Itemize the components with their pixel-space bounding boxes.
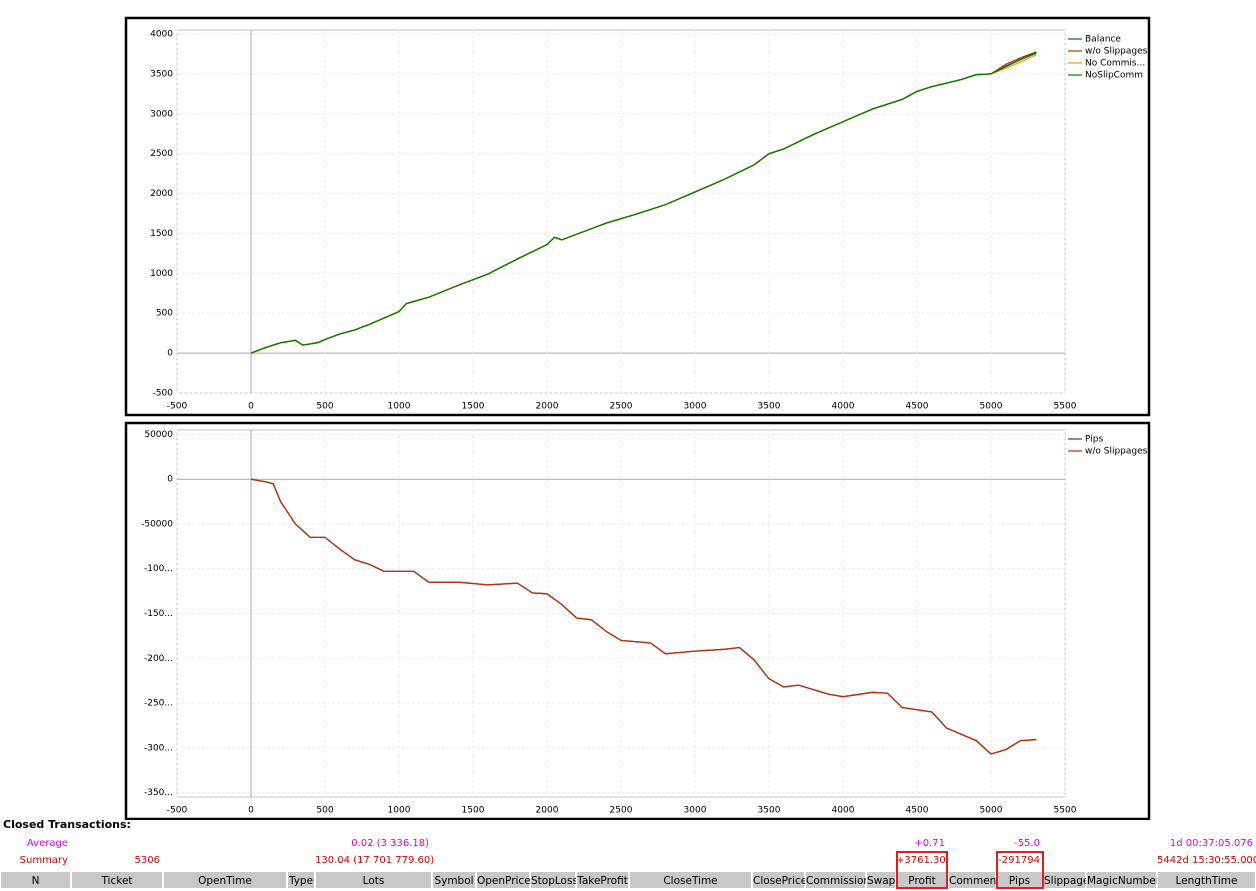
y-tick-label: -150... <box>144 609 173 619</box>
column-header: Commission <box>805 871 870 889</box>
table-cell: 130.04 (17 701 779.60) <box>315 855 435 866</box>
y-tick-label: 2500 <box>150 149 173 159</box>
column-header: Symbol <box>432 871 476 889</box>
column-header: MagicNumber <box>1086 871 1160 889</box>
x-tick-label: 2000 <box>536 806 559 816</box>
table-cell: 1d 00:37:05.076 <box>1169 838 1253 849</box>
column-header: TakeProfit <box>576 871 629 889</box>
column-header: Ticket <box>71 871 163 889</box>
x-tick-label: 5500 <box>1054 402 1077 412</box>
x-tick-label: 2500 <box>610 806 633 816</box>
x-tick-label: 500 <box>316 806 333 816</box>
x-tick-label: 5000 <box>980 806 1003 816</box>
column-header: OpenPrice <box>476 871 531 889</box>
y-tick-label: 1000 <box>150 269 173 279</box>
series-line <box>250 478 1037 755</box>
column-header: OpenTime <box>163 871 287 889</box>
x-tick-label: 5000 <box>980 402 1003 412</box>
y-tick-label: -500 <box>153 389 174 399</box>
x-tick-label: 4500 <box>906 806 929 816</box>
charts: -500 0 500 1000 1500 2000 2500 3000 3500 4000 -500… <box>124 16 1151 820</box>
y-tick-label: -350... <box>144 788 173 798</box>
table-cell: Average <box>26 838 68 849</box>
x-tick-label: 2000 <box>536 402 559 412</box>
table-cell: -291794 <box>998 855 1040 866</box>
column-header: Slippage <box>1043 871 1089 889</box>
y-tick-label: 50000 <box>144 430 173 440</box>
y-tick-label: -50000 <box>141 519 173 529</box>
x-tick-label: 1500 <box>462 806 485 816</box>
y-tick-label: 0 <box>167 349 173 359</box>
x-tick-label: 3500 <box>758 806 781 816</box>
x-tick-label: 3000 <box>684 402 707 412</box>
y-tick-label: -250... <box>144 699 173 709</box>
y-tick-label: 0 <box>167 475 173 485</box>
x-tick-label: -500 <box>167 806 188 816</box>
x-tick-label: 5500 <box>1054 806 1077 816</box>
x-tick-label: 4000 <box>832 806 855 816</box>
x-tick-label: 1500 <box>462 402 485 412</box>
legend-label: w/o Slippages <box>1085 447 1148 457</box>
y-tick-label: 2000 <box>150 189 173 199</box>
table-cell: Summary <box>19 855 68 866</box>
table-cell: -55.0 <box>1014 838 1040 849</box>
y-tick-label: 1500 <box>150 229 173 239</box>
legend-label: NoSlipComm <box>1085 71 1143 81</box>
column-header: Swap <box>866 871 896 889</box>
highlight-box <box>896 851 948 889</box>
table-cell: +3761.30 <box>896 855 946 866</box>
legend-label: No Commis... <box>1085 59 1145 69</box>
column-header: N <box>0 871 71 889</box>
x-tick-label: 0 <box>248 402 254 412</box>
x-tick-label: 0 <box>248 806 254 816</box>
x-tick-label: 3000 <box>684 806 707 816</box>
y-tick-label: -300... <box>144 743 173 753</box>
table-cell: 5306 <box>134 855 160 866</box>
y-tick-label: -100... <box>144 564 173 574</box>
legend-label: w/o Slippages <box>1085 47 1148 57</box>
column-header: CloseTime <box>629 871 752 889</box>
legend-label: Balance <box>1085 35 1121 45</box>
x-tick-label: 4500 <box>906 402 929 412</box>
y-tick-label: 500 <box>156 309 173 319</box>
column-header: LengthTime <box>1157 871 1256 889</box>
column-header: Lots <box>315 871 432 889</box>
column-header: Comment <box>948 871 1000 889</box>
column-header: ClosePrice <box>752 871 807 889</box>
y-tick-label: 3500 <box>150 69 173 79</box>
table-cell: 5442d 15:30:55.000 <box>1157 855 1256 866</box>
x-tick-label: 2500 <box>610 402 633 412</box>
x-tick-label: -500 <box>167 402 188 412</box>
highlight-box <box>996 851 1044 889</box>
column-header: Type <box>287 871 315 889</box>
x-tick-label: 1000 <box>388 402 411 412</box>
table-cell: 0.02 (3 336.18) <box>351 838 429 849</box>
series-line <box>250 51 1037 354</box>
column-header: StopLoss <box>530 871 578 889</box>
y-tick-label: 4000 <box>150 29 173 39</box>
x-tick-label: 1000 <box>388 806 411 816</box>
x-tick-label: 500 <box>316 402 333 412</box>
legend-label: Pips <box>1085 435 1103 445</box>
table-title: Closed Transactions: <box>3 818 131 831</box>
x-tick-label: 3500 <box>758 402 781 412</box>
y-tick-label: -200... <box>144 654 173 664</box>
table-cell: +0.71 <box>914 838 945 849</box>
x-tick-label: 4000 <box>832 402 855 412</box>
y-tick-label: 3000 <box>150 109 173 119</box>
